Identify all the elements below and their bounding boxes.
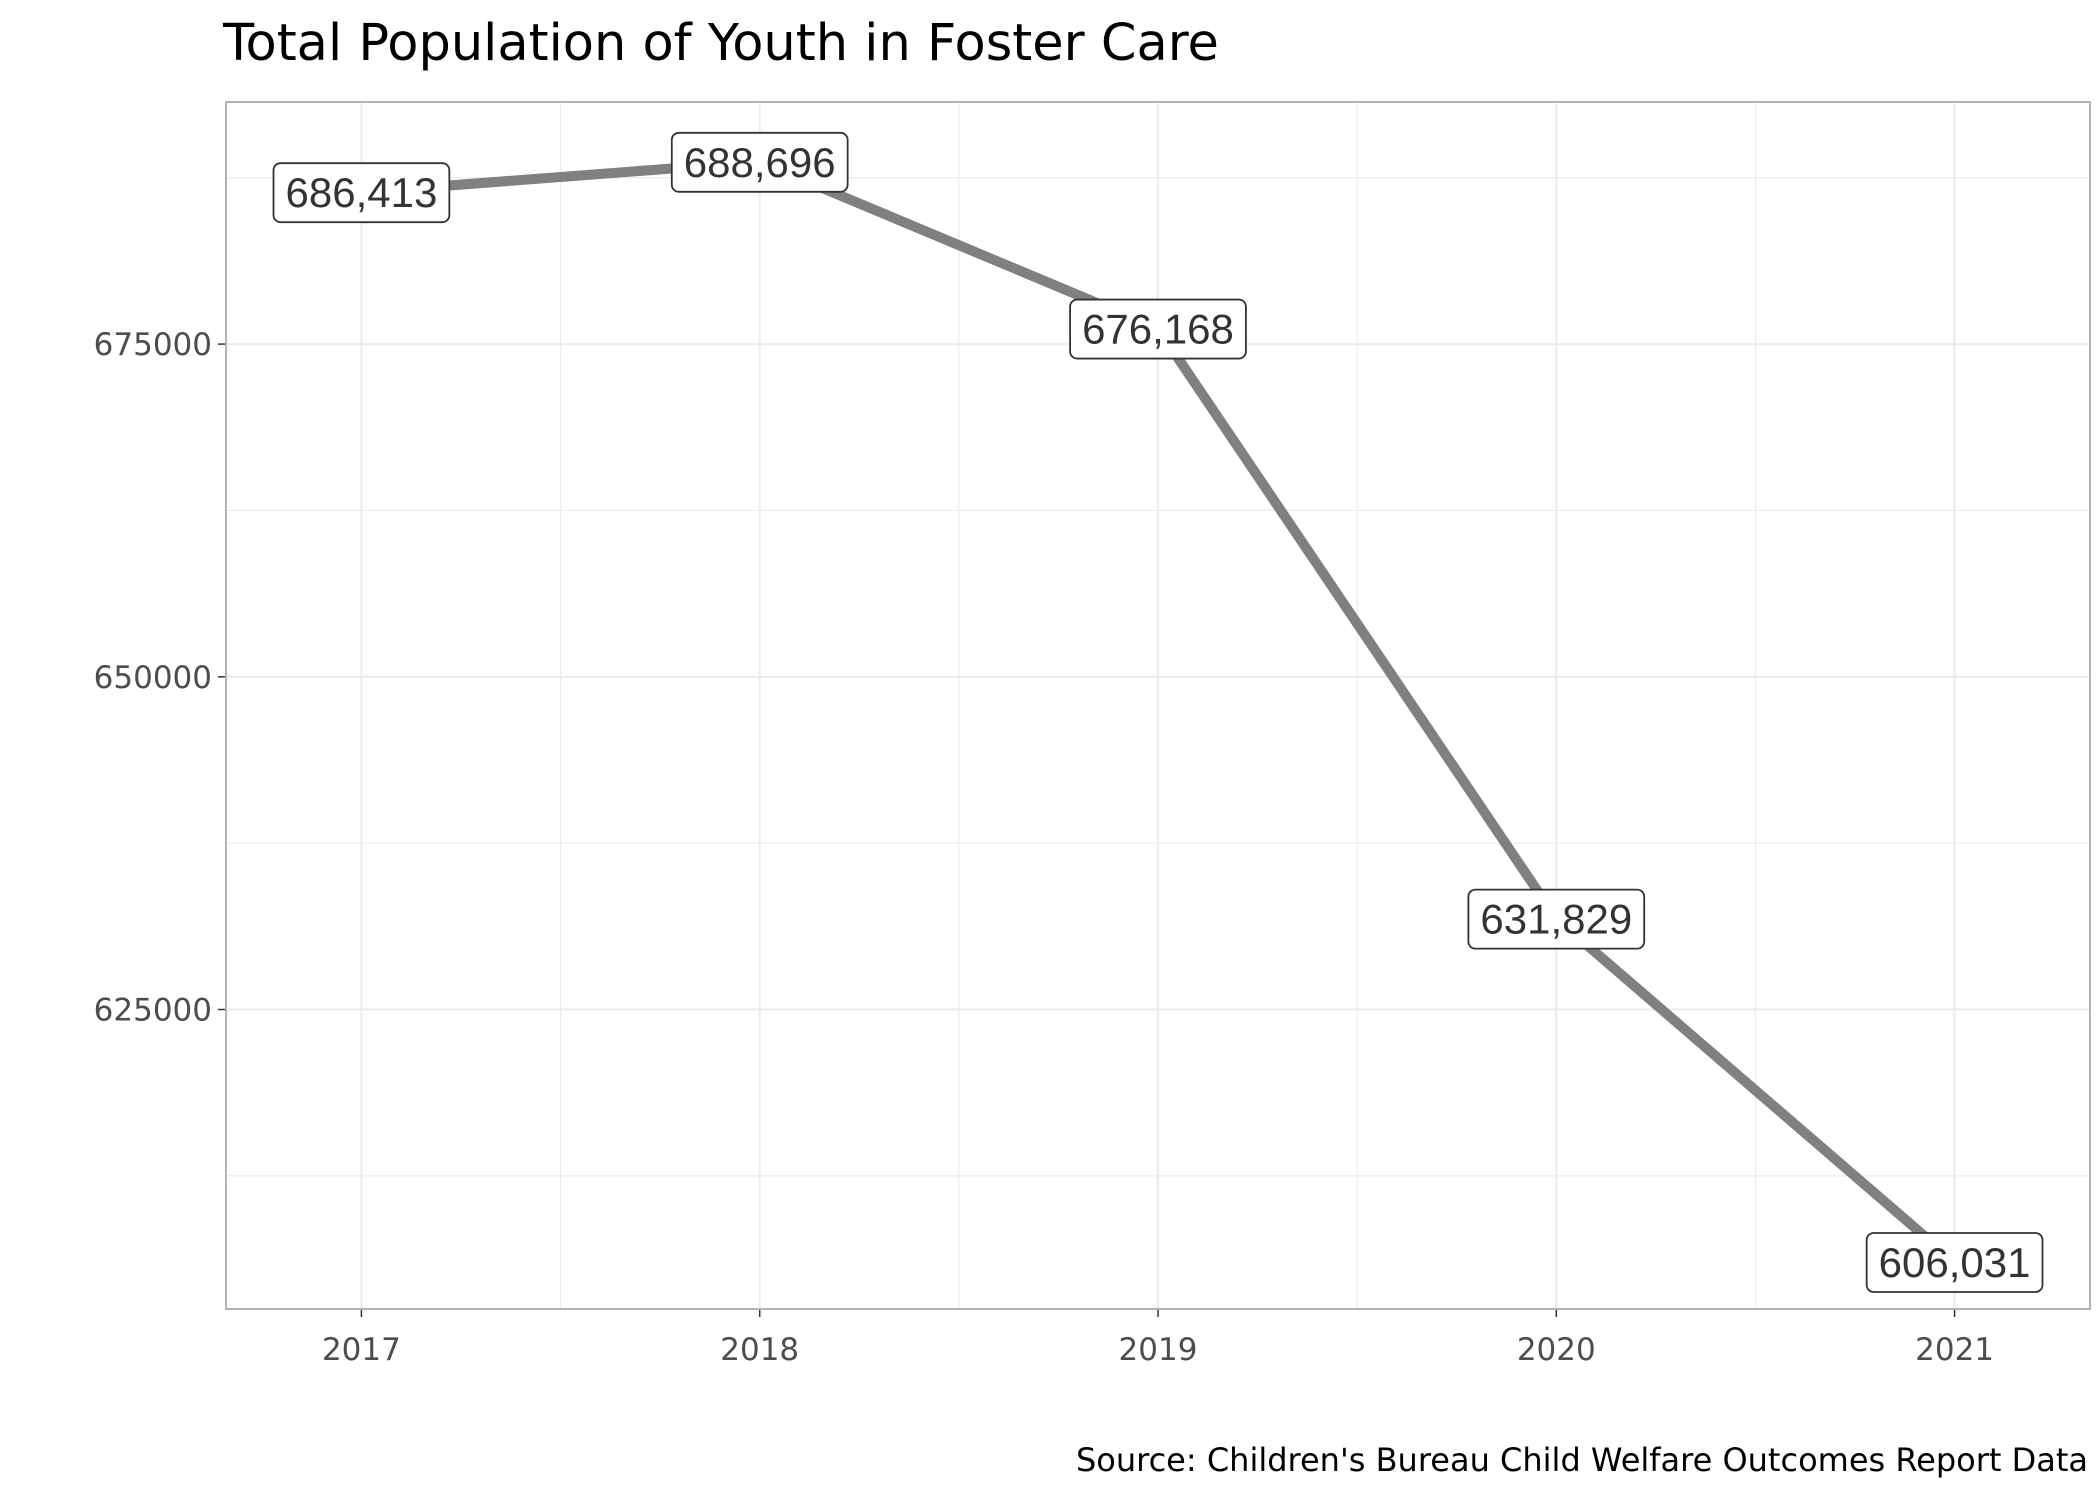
data-label-text: 676,168 (1082, 306, 1234, 353)
y-tick-label: 625000 (94, 993, 212, 1029)
data-labels: 686,413 688,696 676,168 631,829 606,031 (272, 131, 2044, 1293)
data-label-box (1865, 1232, 2044, 1293)
x-tick-label: 2020 (1517, 1332, 1596, 1368)
x-tick-label: 2018 (720, 1332, 799, 1368)
y-tick-label: 650000 (94, 660, 212, 696)
data-label-box (670, 131, 849, 193)
data-label: 631,829 (1467, 888, 1646, 950)
data-label-box (1069, 298, 1247, 360)
data-label: 606,031 (1865, 1232, 2044, 1293)
y-tick-label: 675000 (94, 327, 212, 363)
x-tick-label: 2017 (322, 1332, 401, 1368)
data-label-box (1467, 888, 1646, 950)
data-label: 688,696 (670, 131, 849, 193)
y-axis: 625000 650000 675000 (94, 327, 226, 1029)
data-label-box (272, 162, 451, 224)
panel-border (225, 101, 2091, 1310)
data-label: 686,413 (272, 162, 451, 224)
chart-title: Total Population of Youth in Foster Care (223, 14, 1219, 73)
x-tick-label: 2021 (1915, 1332, 1994, 1368)
major-gridlines (226, 102, 2090, 1309)
x-tick-label: 2019 (1119, 1332, 1198, 1368)
data-label: 676,168 (1069, 298, 1247, 360)
data-label-text: 688,696 (684, 139, 836, 186)
data-label-text: 606,031 (1879, 1239, 2031, 1286)
x-axis: 2017 2018 2019 2020 2021 (322, 1309, 1994, 1368)
data-label-text: 631,829 (1480, 896, 1632, 943)
data-label-text: 686,413 (286, 169, 438, 216)
chart-caption: Source: Children's Bureau Child Welfare … (1075, 1441, 2088, 1479)
